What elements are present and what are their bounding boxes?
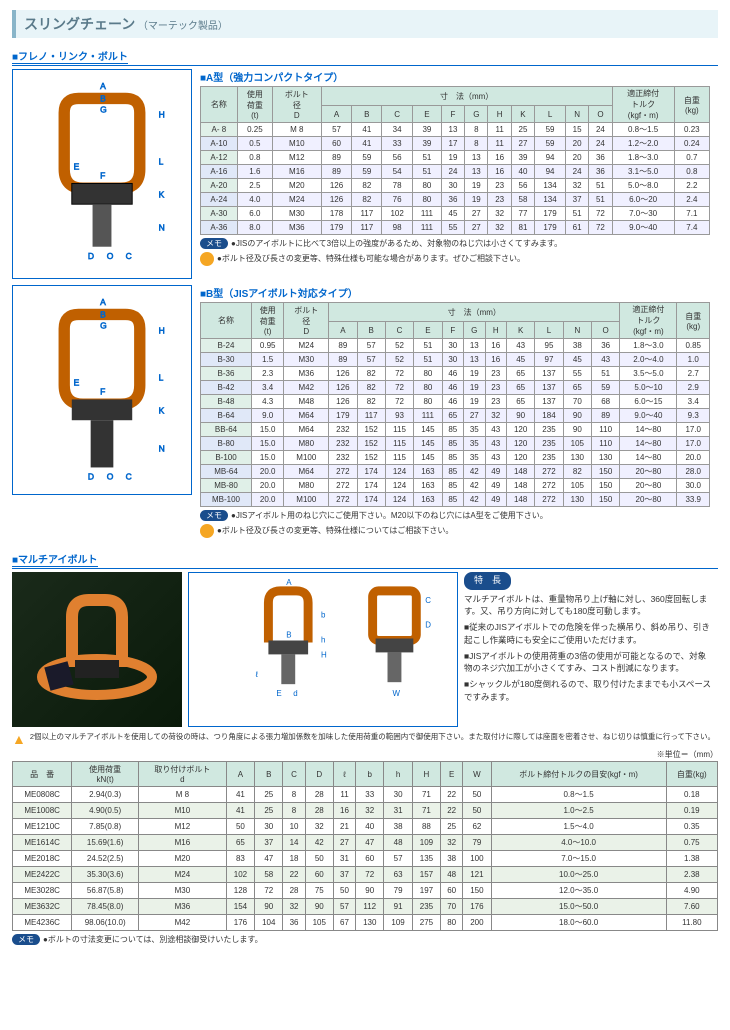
b-type-table: 名称使用荷重(t)ボルト径D寸 法（mm）適正締付トルク(kgf・m)自重(kg…: [200, 302, 710, 507]
feature-text: ■JISアイボルトの使用荷重の3倍の使用が可能となるので、対象物のネジ穴加工が小…: [464, 650, 714, 676]
multi-diagram: A Bb hH Ed ℓ C D W: [188, 572, 458, 727]
multi-spec-table: 品 番使用荷重kN(t)取り付けボルトdABCDℓbhHEWボルト締付トルクの目…: [12, 761, 718, 931]
svg-text:B: B: [286, 630, 291, 639]
svg-text:K: K: [159, 406, 165, 416]
svg-text:N: N: [159, 223, 165, 233]
info-icon: [200, 524, 214, 538]
svg-text:B: B: [100, 93, 106, 103]
diagram-b: ABG H L K N E F D O C: [12, 285, 192, 495]
svg-text:h: h: [321, 635, 325, 644]
feature-text: ■従来のJISアイボルトでの危険を伴った横吊り、斜め吊り、引き起こし作業時にも安…: [464, 621, 714, 647]
svg-text:b: b: [321, 610, 326, 619]
svg-text:G: G: [100, 105, 107, 115]
svg-text:C: C: [126, 472, 132, 482]
memo-tag: メモ: [200, 510, 228, 521]
memo-tag: メモ: [200, 238, 228, 249]
svg-text:E: E: [74, 377, 80, 387]
memo-tag: メモ: [12, 934, 40, 945]
features-panel: 特 長 マルチアイボルトは、重量物吊り上げ軸に対し、360度回転します。又、吊り…: [464, 572, 714, 727]
diagram-a: ABG H L K N E F D O C: [12, 69, 192, 279]
title-main: スリングチェーン: [24, 16, 135, 32]
svg-text:L: L: [159, 373, 164, 383]
svg-text:D: D: [88, 251, 94, 261]
svg-text:K: K: [159, 190, 165, 200]
warning-text: 2個以上のマルチアイボルトを使用しての荷役の時は、つり角度による張力増加係数を加…: [30, 731, 715, 742]
section-label: フレノ・リンク・ボルト: [12, 48, 128, 64]
svg-text:C: C: [425, 595, 431, 604]
svg-text:O: O: [107, 251, 114, 261]
svg-text:F: F: [100, 387, 105, 397]
svg-text:G: G: [100, 321, 107, 331]
feature-text: マルチアイボルトは、重量物吊り上げ軸に対し、360度回転します。又、吊り方向に対…: [464, 593, 714, 619]
svg-text:E: E: [74, 161, 80, 171]
svg-text:ℓ: ℓ: [255, 670, 259, 679]
features-label: 特 長: [464, 572, 511, 590]
svg-text:W: W: [392, 689, 400, 698]
b-type-title: B型（JISアイボルト対応タイプ）: [200, 285, 710, 300]
a-type-title: A型（強力コンパクトタイプ）: [200, 69, 710, 84]
memo-text: ●JISアイボルト用のねじ穴にご使用下さい。M20以下のねじ穴にはA型をご使用下…: [231, 511, 548, 520]
svg-text:D: D: [425, 620, 431, 629]
title-sub: （マーテック製品）: [138, 21, 228, 32]
section-label: マルチアイボルト: [12, 551, 98, 567]
product-photo: [12, 572, 182, 727]
svg-text:N: N: [159, 443, 165, 453]
svg-text:d: d: [293, 689, 297, 698]
svg-text:E: E: [276, 689, 281, 698]
svg-text:C: C: [126, 251, 132, 261]
svg-text:H: H: [159, 325, 165, 335]
svg-text:F: F: [100, 171, 105, 181]
a-type-table: 名称使用荷重(t)ボルト径D寸 法（mm）適正締付トルク(kgf・m)自重(kg…: [200, 86, 710, 235]
svg-text:H: H: [159, 109, 165, 119]
page-title: スリングチェーン （マーテック製品）: [12, 10, 718, 38]
svg-text:D: D: [88, 472, 94, 482]
info-icon: [200, 252, 214, 266]
svg-text:L: L: [159, 157, 164, 167]
svg-text:A: A: [100, 297, 106, 307]
memo-text: ●ボルト径及び長さの変更等、特殊仕様についてはご相談下さい。: [217, 526, 453, 535]
svg-text:B: B: [100, 309, 106, 319]
unit-note: ※単位＝（mm）: [12, 749, 718, 760]
svg-text:H: H: [321, 650, 327, 659]
svg-text:O: O: [107, 472, 114, 482]
memo-text: ●ボルト径及び長さの変更等、特殊仕様も可能な場合があります。ぜひご相談下さい。: [217, 254, 525, 263]
memo-text: ●JISのアイボルトに比べて3倍以上の強度があるため、対象物のねじ穴は小さくてす…: [231, 239, 562, 248]
memo-text: ●ボルトの寸法変更については、別途相談御受けいたします。: [43, 935, 263, 944]
svg-text:A: A: [100, 81, 106, 91]
feature-text: ■シャックルが180度倒れるので、取り付けたままでも小スペースですみます。: [464, 678, 714, 704]
warning-icon: ▲: [12, 731, 26, 747]
svg-text:A: A: [286, 577, 292, 586]
